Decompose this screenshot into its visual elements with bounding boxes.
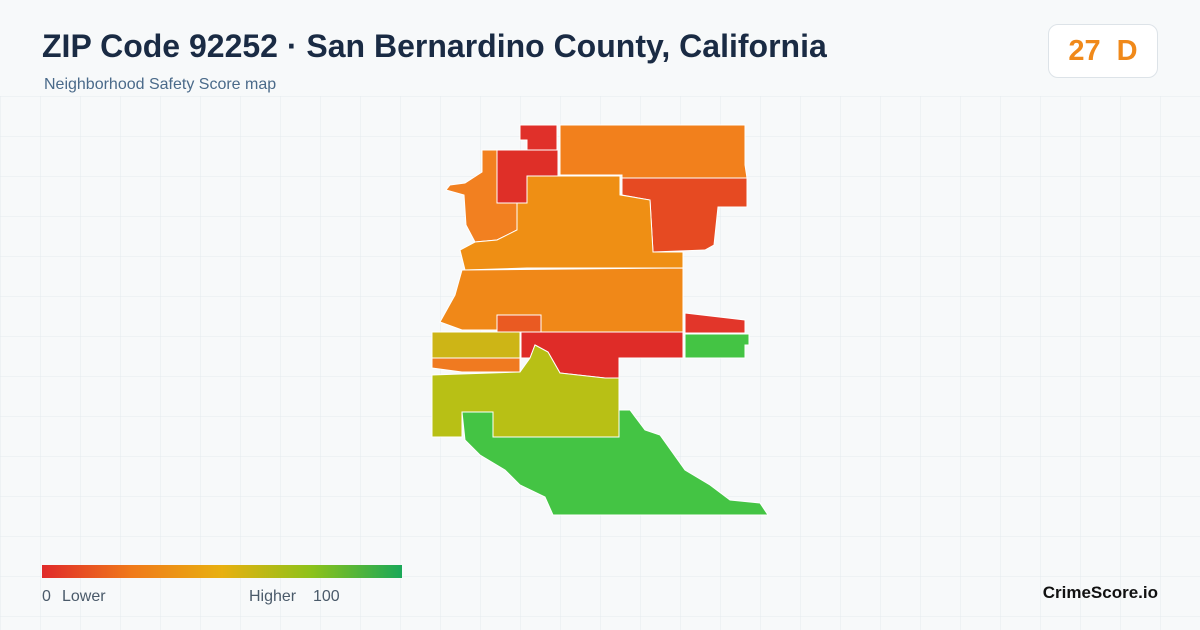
grade: D <box>1116 34 1138 67</box>
region <box>684 312 746 334</box>
region <box>459 175 684 271</box>
region <box>439 267 684 333</box>
region <box>431 344 620 438</box>
legend-min-label: Lower <box>62 588 106 605</box>
legend-bar <box>42 565 402 578</box>
region <box>461 409 769 516</box>
region <box>496 314 542 333</box>
region <box>431 357 521 373</box>
brand: CrimeScore.io <box>1042 583 1158 602</box>
title: ZIP Code 92252 · San Bernardino County, … <box>42 28 827 64</box>
regions <box>431 124 769 516</box>
region <box>559 124 748 179</box>
subtitle: Neighborhood Safety Score map <box>44 76 277 93</box>
legend-max: 100 <box>313 588 340 605</box>
legend-min: 0 <box>42 588 51 605</box>
region <box>431 331 521 359</box>
region <box>684 333 750 359</box>
region <box>445 149 518 243</box>
score: 27 <box>1068 34 1101 67</box>
score-badge: 27 D <box>1048 24 1158 78</box>
legend-max-label: Higher <box>249 588 297 605</box>
